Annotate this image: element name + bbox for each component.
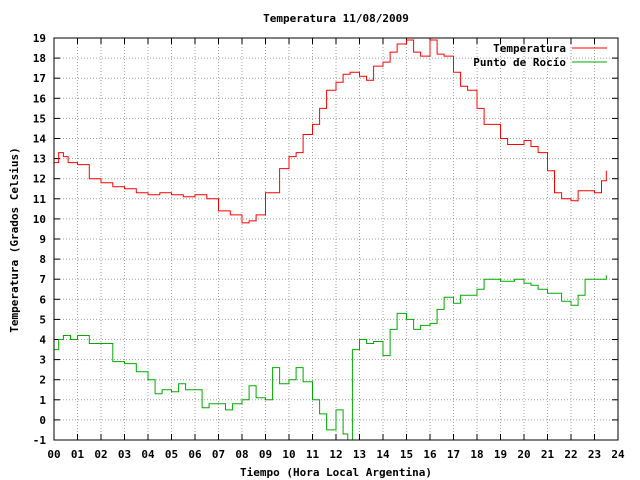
y-tick-label: 10 (33, 213, 46, 226)
y-axis-label: Temperatura (Grados Celsius) (8, 147, 21, 332)
y-tick-label: 15 (33, 112, 46, 125)
y-tick-label: 18 (33, 52, 46, 65)
grid-layer (54, 38, 618, 440)
x-tick-label: 13 (353, 448, 366, 461)
x-tick-label: 21 (541, 448, 555, 461)
x-tick-label: 07 (212, 448, 225, 461)
y-tick-label: 14 (33, 133, 47, 146)
x-tick-label: 15 (400, 448, 413, 461)
series-line-punto-de-rocio (54, 275, 607, 441)
x-tick-label: 11 (306, 448, 320, 461)
x-tick-label: 12 (329, 448, 342, 461)
x-tick-label: 23 (588, 448, 601, 461)
x-tick-label: 02 (94, 448, 107, 461)
legend-label-temperatura: Temperatura (493, 42, 566, 55)
x-tick-label: 01 (71, 448, 85, 461)
y-tick-label: 19 (33, 32, 46, 45)
y-tick-label: 7 (39, 273, 46, 286)
y-tick-label: 12 (33, 173, 46, 186)
x-tick-label: 20 (517, 448, 530, 461)
y-tick-label: 16 (33, 92, 47, 105)
chart-title: Temperatura 11/08/2009 (263, 12, 409, 25)
legend-label-punto-de-rocio: Punto de Rocío (473, 56, 566, 69)
y-tick-label: 6 (39, 293, 46, 306)
x-tick-label: 05 (165, 448, 178, 461)
x-tick-label: 17 (447, 448, 460, 461)
x-tick-label: 14 (376, 448, 390, 461)
x-tick-label: 04 (141, 448, 155, 461)
y-tick-label: 13 (33, 153, 46, 166)
plot-frame (53, 37, 619, 441)
y-tick-label: 1 (39, 394, 46, 407)
y-tick-label: -1 (33, 434, 47, 447)
x-tick-label: 16 (423, 448, 437, 461)
x-tick-label: 22 (564, 448, 577, 461)
y-tick-label: 11 (33, 193, 47, 206)
x-tick-label: 10 (282, 448, 295, 461)
y-tick-label: 9 (39, 233, 46, 246)
legend: Temperatura Punto de Rocío (473, 42, 607, 69)
x-tick-label: 06 (188, 448, 202, 461)
x-axis-label: Tiempo (Hora Local Argentina) (240, 466, 432, 479)
y-tick-label: 17 (33, 72, 46, 85)
y-tick-label: 3 (39, 354, 46, 367)
x-tick-label: 08 (235, 448, 248, 461)
series-layer (54, 39, 607, 441)
x-tick-label: 03 (118, 448, 131, 461)
y-tick-label: 8 (39, 253, 46, 266)
x-tick-label: 18 (470, 448, 483, 461)
x-tick-label: 24 (611, 448, 625, 461)
y-tick-label: 0 (39, 414, 46, 427)
x-tick-label: 09 (259, 448, 272, 461)
series-line-temperatura (54, 39, 607, 224)
x-tick-label: 00 (47, 448, 60, 461)
y-tick-label: 4 (39, 334, 46, 347)
y-tick-label: 2 (39, 374, 46, 387)
y-tick-label: 5 (39, 313, 46, 326)
x-tick-label: 19 (494, 448, 507, 461)
